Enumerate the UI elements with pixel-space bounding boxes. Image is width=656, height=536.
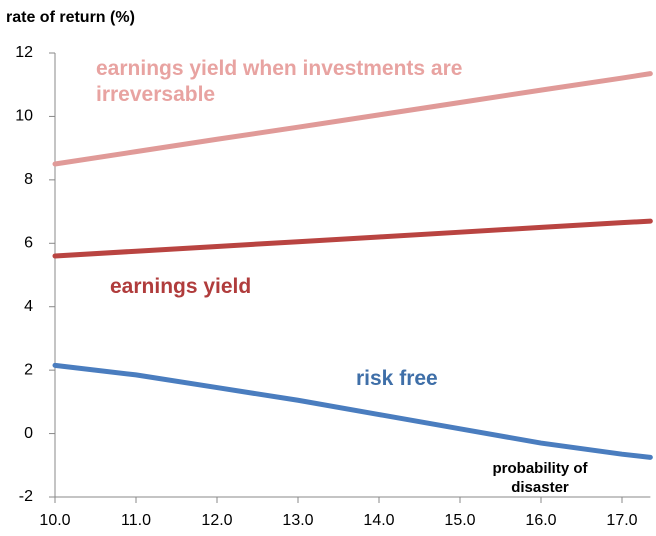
y-tick-label: 0 — [24, 425, 33, 442]
x-tick-label: 12.0 — [201, 512, 232, 529]
x-tick-label: 17.0 — [606, 512, 637, 529]
x-tick-label: 10.0 — [39, 512, 70, 529]
y-axis-label: rate of return (%) — [6, 9, 135, 26]
x-tick-label: 14.0 — [363, 512, 394, 529]
series-line — [52, 71, 653, 167]
x-tick-label: 16.0 — [525, 512, 556, 529]
series-line — [52, 218, 653, 259]
y-tick-label: 4 — [24, 298, 33, 315]
x-tick-label: 13.0 — [282, 512, 313, 529]
y-tick-label: 10 — [15, 108, 33, 125]
series-label: earnings yield — [110, 275, 252, 298]
y-tick-label: 12 — [15, 44, 33, 61]
series-label: risk free — [356, 367, 438, 390]
x-axis-label: probability of disaster — [492, 460, 588, 496]
x-tick-label: 11.0 — [121, 512, 151, 529]
series-label: earnings yield when investments are irre… — [96, 57, 463, 107]
y-tick-label: 6 — [24, 235, 33, 252]
y-tick-label: 8 — [24, 171, 33, 188]
y-tick-label: -2 — [19, 488, 33, 505]
x-tick-label: 15.0 — [444, 512, 475, 529]
series-line — [52, 362, 653, 460]
y-tick-label: 2 — [24, 361, 33, 378]
